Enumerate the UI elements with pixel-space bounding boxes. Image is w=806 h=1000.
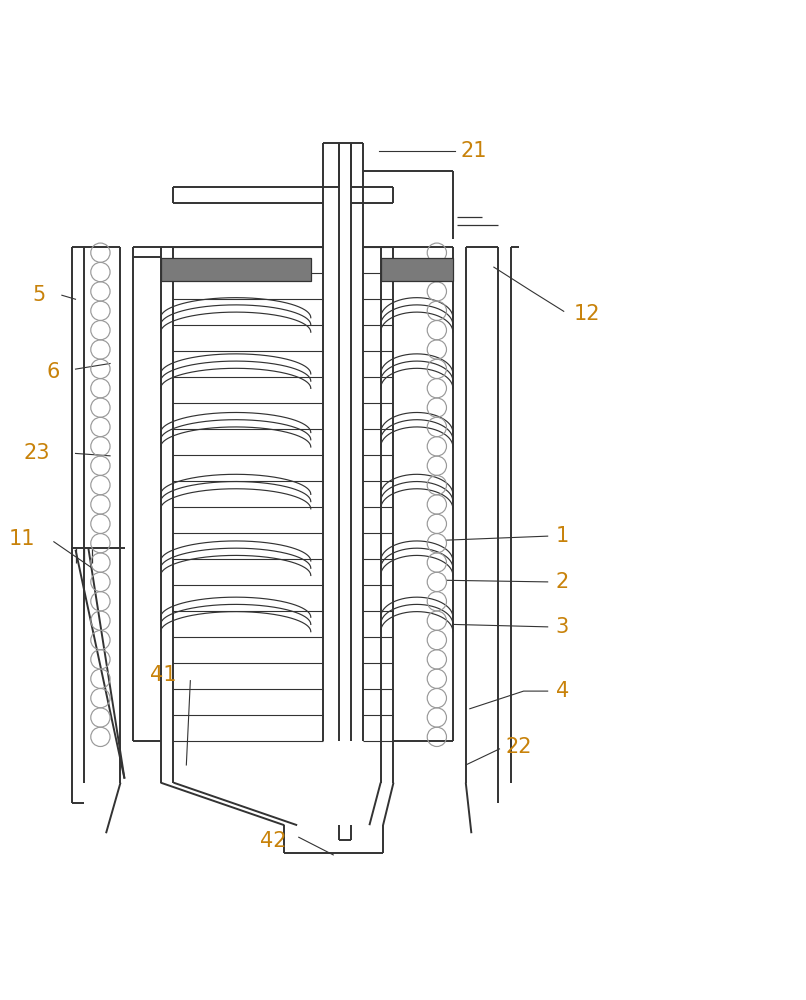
Text: 2: 2 bbox=[555, 572, 569, 592]
Text: 1: 1 bbox=[555, 526, 569, 546]
Bar bbox=[160, 258, 311, 281]
Text: 22: 22 bbox=[506, 737, 533, 757]
Text: 42: 42 bbox=[260, 831, 287, 851]
Text: 12: 12 bbox=[573, 304, 600, 324]
Text: 3: 3 bbox=[555, 617, 569, 637]
Bar bbox=[380, 258, 453, 281]
Text: 21: 21 bbox=[461, 141, 488, 161]
Text: 5: 5 bbox=[32, 285, 46, 305]
Text: 41: 41 bbox=[150, 665, 177, 685]
Text: 6: 6 bbox=[46, 362, 60, 382]
Text: 4: 4 bbox=[555, 681, 569, 701]
Text: 23: 23 bbox=[23, 443, 50, 463]
Text: 11: 11 bbox=[9, 529, 35, 549]
